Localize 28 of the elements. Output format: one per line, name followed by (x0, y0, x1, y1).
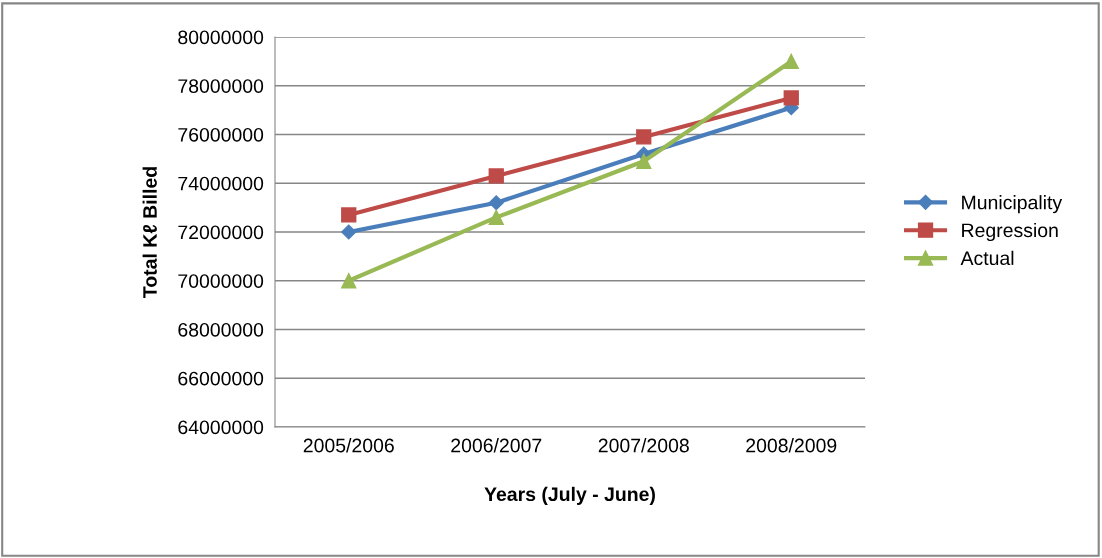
y-tick-label: 68000000 (178, 322, 264, 337)
y-tick-label: 64000000 (178, 420, 264, 435)
y-axis-title: Total Kℓ Billed (142, 167, 157, 298)
legend-label: Actual (960, 250, 1014, 266)
y-tick-label: 78000000 (178, 79, 264, 93)
y-tick-label: 66000000 (178, 371, 264, 386)
y-tick-label: 72000000 (178, 225, 264, 240)
point (636, 129, 652, 145)
x-tick-label: 2007/2008 (598, 438, 689, 453)
y-tick-label: 76000000 (178, 127, 264, 142)
y-tick-label: 74000000 (178, 176, 264, 191)
point (783, 53, 799, 70)
legend-label: Regression (962, 222, 1058, 242)
legend-label: Municipality (962, 195, 1063, 214)
x-axis-title: Years (July - June) (484, 486, 655, 505)
point (341, 207, 357, 223)
point (488, 195, 504, 211)
point (341, 273, 357, 289)
point (488, 168, 504, 184)
point (783, 90, 799, 106)
x-tick-label: 2006/2007 (451, 438, 542, 453)
point (341, 224, 357, 240)
y-tick-label: 70000000 (178, 274, 264, 288)
point (636, 153, 652, 169)
x-tick-label: 2005/2006 (303, 438, 394, 453)
point (488, 209, 504, 226)
y-tick-label: 80000000 (178, 30, 264, 45)
x-tick-label: 2008/2009 (746, 438, 837, 453)
